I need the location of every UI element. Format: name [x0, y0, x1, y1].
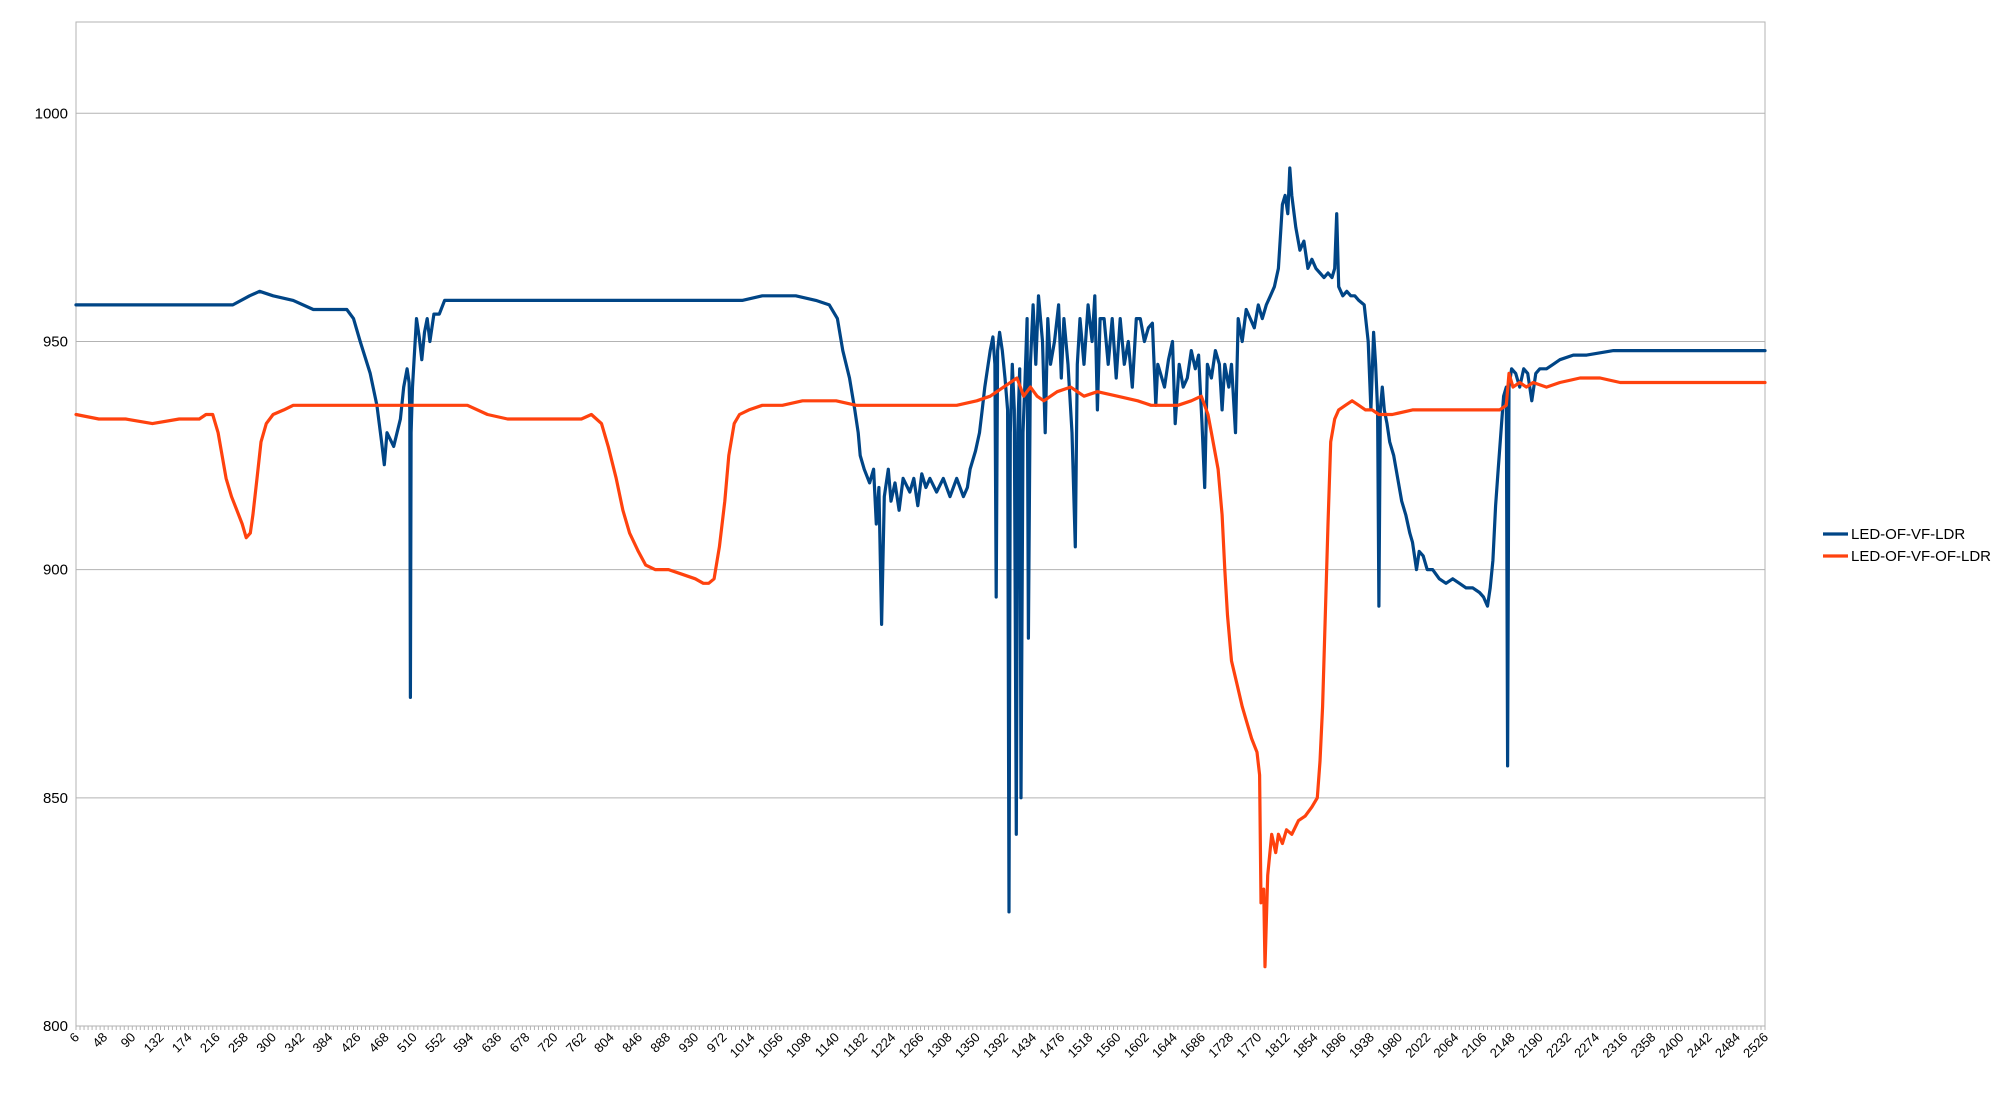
x-tick-label: 1182 — [840, 1030, 870, 1060]
x-tick-label: 2232 — [1543, 1030, 1574, 1061]
x-tick-label: 6 — [66, 1030, 82, 1046]
x-tick-label: 762 — [563, 1030, 589, 1056]
x-tick-label: 930 — [675, 1030, 701, 1056]
x-tick-label: 1644 — [1149, 1030, 1180, 1061]
x-tick-label: 888 — [647, 1030, 673, 1056]
x-tick-label: 1938 — [1346, 1030, 1377, 1061]
x-tick-label: 594 — [450, 1030, 476, 1056]
x-tick-label: 1602 — [1121, 1030, 1152, 1061]
x-tick-label: 636 — [478, 1030, 504, 1056]
x-tick-label: 510 — [394, 1030, 420, 1056]
legend-label: LED-OF-VF-LDR — [1851, 526, 1965, 543]
x-tick-label: 1266 — [896, 1030, 927, 1061]
x-tick-label: 1476 — [1036, 1030, 1067, 1061]
series-line-2 — [74, 371, 1767, 969]
grid-lines — [76, 112, 1765, 1027]
x-tick-label: 804 — [591, 1030, 617, 1056]
x-tick-label: 258 — [225, 1030, 251, 1056]
legend-label: LED-OF-VF-OF-LDR — [1851, 548, 1991, 565]
x-tick-label: 384 — [310, 1030, 336, 1056]
x-tick-label: 2106 — [1459, 1030, 1490, 1061]
x-tick-label: 1056 — [755, 1030, 786, 1061]
x-tick-label: 1308 — [924, 1030, 955, 1061]
legend: LED-OF-VF-LDR LED-OF-VF-OF-LDR — [1823, 526, 1991, 565]
x-tick-label: 2484 — [1712, 1030, 1743, 1061]
x-tick-label: 2400 — [1656, 1030, 1687, 1061]
x-tick-label: 2064 — [1430, 1030, 1461, 1061]
y-tick-label: 850 — [43, 790, 68, 807]
x-tick-label: 972 — [704, 1030, 730, 1056]
x-tick-label: 90 — [118, 1030, 139, 1051]
x-tick-label: 132 — [141, 1030, 167, 1056]
x-tick-label: 1518 — [1064, 1030, 1095, 1061]
x-tick-label: 846 — [619, 1030, 645, 1056]
x-tick-label: 1350 — [952, 1030, 983, 1061]
x-tick-label: 1392 — [980, 1030, 1011, 1061]
plot-area-border — [75, 21, 1766, 1027]
x-tick-label: 1896 — [1318, 1030, 1349, 1061]
x-tick-label: 1770 — [1233, 1030, 1264, 1061]
x-tick-label: 2316 — [1599, 1030, 1630, 1061]
y-tick-label: 1000 — [35, 105, 68, 122]
x-tick-label: 342 — [281, 1030, 307, 1056]
x-tick-label: 426 — [338, 1030, 364, 1056]
y-axis: 800 850 900 950 1000 — [35, 105, 68, 1035]
x-tick-label: 1014 — [727, 1030, 758, 1061]
x-tick-label: 1140 — [812, 1030, 842, 1060]
x-tick-label: 1728 — [1205, 1030, 1236, 1061]
x-tick-label: 2148 — [1487, 1030, 1518, 1061]
x-tick-label: 2358 — [1627, 1030, 1658, 1061]
x-tick-label: 300 — [253, 1030, 279, 1056]
x-tick-label: 1686 — [1177, 1030, 1208, 1061]
x-tick-label: 720 — [535, 1030, 561, 1056]
series-lines — [74, 166, 1767, 969]
x-tick-label: 2022 — [1402, 1030, 1433, 1061]
x-tick-label: 468 — [366, 1030, 392, 1056]
x-axis: 6 48 90 132 174 216 258 300 342 384 426 468 510 552 59… — [66, 1026, 1771, 1061]
x-tick-label: 1854 — [1290, 1030, 1321, 1061]
y-tick-label: 900 — [43, 562, 68, 579]
x-tick-label: 1812 — [1262, 1030, 1293, 1061]
y-tick-label: 950 — [43, 333, 68, 350]
x-tick-label: 2526 — [1740, 1030, 1771, 1061]
y-tick-label: 800 — [43, 1018, 68, 1035]
x-tick-label: 216 — [197, 1030, 223, 1056]
x-tick-label: 552 — [422, 1030, 448, 1056]
x-tick-label: 2274 — [1571, 1030, 1602, 1061]
x-tick-label: 1980 — [1374, 1030, 1405, 1061]
x-tick-label: 1098 — [783, 1030, 814, 1061]
x-tick-label: 2190 — [1515, 1030, 1546, 1061]
x-tick-label: 1434 — [1008, 1030, 1039, 1061]
series-line-1 — [74, 166, 1767, 914]
x-tick-label: 48 — [89, 1030, 110, 1051]
x-tick-label: 678 — [507, 1030, 533, 1056]
x-tick-label: 1560 — [1093, 1030, 1124, 1061]
x-tick-label: 2442 — [1684, 1030, 1715, 1061]
x-tick-label: 174 — [169, 1030, 195, 1056]
x-tick-label: 1224 — [867, 1030, 898, 1061]
